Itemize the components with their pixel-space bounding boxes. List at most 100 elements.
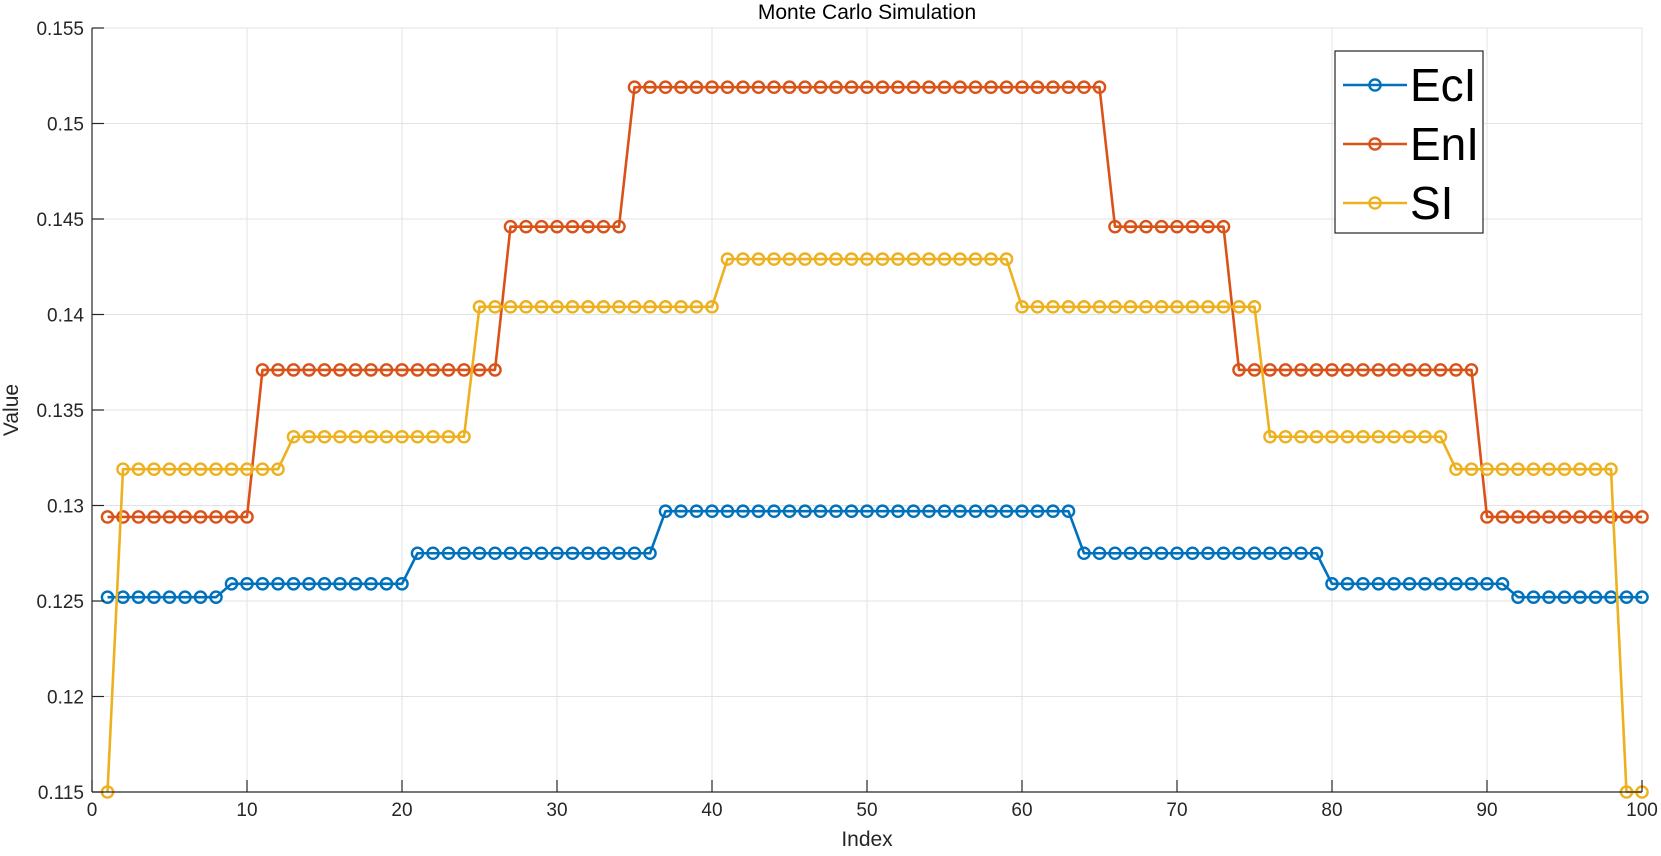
data-point xyxy=(519,219,533,234)
data-point xyxy=(379,429,394,444)
data-point xyxy=(627,546,642,561)
data-point xyxy=(689,300,704,314)
data-point xyxy=(627,80,642,95)
data-point xyxy=(674,300,688,314)
data-point xyxy=(1092,546,1107,561)
data-point xyxy=(1185,219,1200,234)
y-tick-label: 0.155 xyxy=(36,19,84,40)
data-point xyxy=(1046,504,1060,519)
data-point xyxy=(395,363,409,377)
data-point xyxy=(1309,363,1324,377)
data-point xyxy=(720,504,735,519)
data-point xyxy=(813,252,828,266)
data-point xyxy=(472,546,487,561)
data-point xyxy=(689,80,704,95)
data-point xyxy=(1340,577,1355,591)
data-point xyxy=(1154,300,1169,314)
data-point xyxy=(348,577,363,591)
data-point xyxy=(472,363,487,377)
data-point xyxy=(565,219,580,234)
data-point xyxy=(550,546,564,561)
data-point xyxy=(1108,219,1122,234)
data-point xyxy=(906,252,921,266)
data-point xyxy=(860,504,874,519)
data-point xyxy=(503,300,518,314)
data-point xyxy=(1108,546,1122,561)
data-point xyxy=(1418,363,1432,377)
data-point xyxy=(1573,590,1587,604)
data-point xyxy=(1542,510,1556,524)
data-point xyxy=(596,300,611,314)
data-point xyxy=(1356,363,1370,377)
data-point xyxy=(1216,219,1231,234)
data-point xyxy=(1216,546,1231,561)
data-point xyxy=(1030,504,1045,519)
data-point xyxy=(1371,363,1386,377)
data-point xyxy=(1170,219,1184,234)
data-point xyxy=(333,429,347,444)
data-point xyxy=(224,577,239,591)
legend-item-si: SI xyxy=(1343,177,1453,229)
data-point xyxy=(844,252,859,266)
data-point xyxy=(364,363,378,377)
chart-title: Monte Carlo Simulation xyxy=(758,1,976,24)
data-point xyxy=(1185,300,1200,314)
data-point xyxy=(147,462,161,477)
data-point xyxy=(720,252,735,266)
series-si xyxy=(100,252,1649,799)
x-tick-label: 100 xyxy=(1626,800,1658,821)
data-point xyxy=(1402,577,1417,591)
data-point xyxy=(581,546,595,561)
data-point xyxy=(705,80,719,95)
legend-label: EcI xyxy=(1410,59,1476,111)
data-point xyxy=(286,429,301,444)
data-point xyxy=(333,577,347,591)
data-point xyxy=(1216,300,1231,314)
data-point xyxy=(426,546,440,561)
data-point xyxy=(1573,462,1587,477)
data-point xyxy=(1557,510,1572,524)
data-point xyxy=(1030,80,1045,95)
data-point xyxy=(193,510,208,524)
data-point xyxy=(1123,219,1138,234)
data-point xyxy=(968,504,983,519)
data-point xyxy=(1154,546,1169,561)
x-tick-label: 30 xyxy=(546,800,567,821)
data-point xyxy=(178,590,192,604)
legend-marker xyxy=(1368,78,1382,92)
data-point xyxy=(1635,510,1649,524)
data-point xyxy=(751,252,766,266)
data-point xyxy=(1061,504,1076,519)
data-point xyxy=(410,546,425,561)
data-point xyxy=(503,219,518,234)
data-point xyxy=(472,300,487,314)
y-tick-label: 0.14 xyxy=(47,306,84,327)
data-point xyxy=(736,80,750,95)
data-point xyxy=(1046,80,1060,95)
data-point xyxy=(1433,577,1448,591)
data-point xyxy=(705,504,719,519)
data-point xyxy=(1325,577,1339,591)
x-tick-label: 60 xyxy=(1011,800,1032,821)
x-tick-label: 0 xyxy=(87,800,98,821)
data-point xyxy=(1604,510,1618,524)
data-point xyxy=(503,546,518,561)
data-point xyxy=(1201,219,1215,234)
data-point xyxy=(100,590,115,604)
data-point xyxy=(1015,504,1029,519)
data-point xyxy=(364,429,378,444)
x-tick-label: 70 xyxy=(1166,800,1187,821)
data-point xyxy=(565,300,580,314)
data-point xyxy=(968,252,983,266)
data-point xyxy=(581,219,595,234)
data-point xyxy=(1263,546,1277,561)
data-point xyxy=(782,80,797,95)
data-point xyxy=(1557,590,1572,604)
data-point xyxy=(1402,363,1417,377)
series-line-eci xyxy=(107,509,1642,599)
data-point xyxy=(1495,577,1510,591)
data-point xyxy=(147,510,161,524)
data-point xyxy=(348,429,363,444)
data-point xyxy=(178,510,192,524)
data-point xyxy=(1356,577,1370,591)
